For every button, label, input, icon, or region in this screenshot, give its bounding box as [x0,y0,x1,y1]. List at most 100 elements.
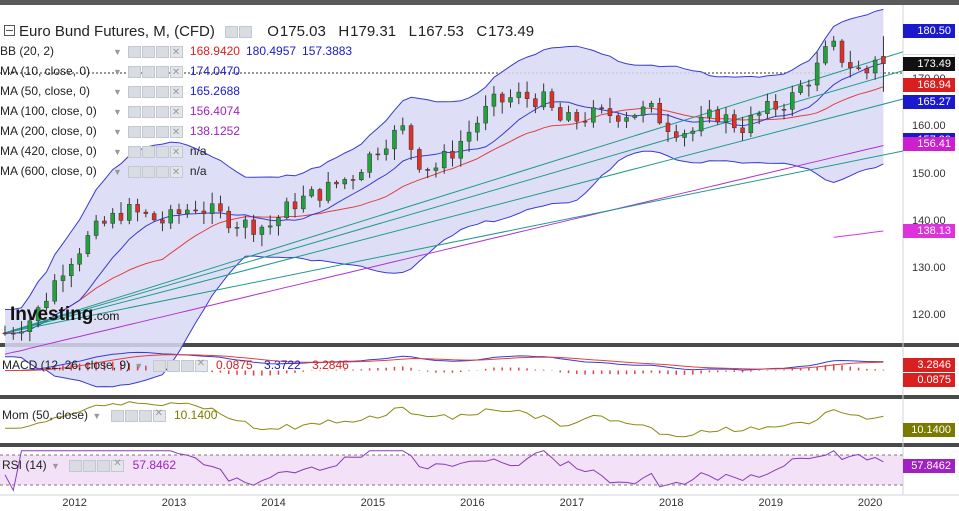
square-icon[interactable] [127,45,141,58]
square-icon[interactable] [127,125,141,138]
square-icon[interactable] [110,409,124,422]
close-value: 173.49 [488,23,535,40]
square-icon[interactable] [97,459,111,472]
candle-body [201,210,207,214]
rsi-value: 57.8462 [132,458,177,472]
settings-box-icon[interactable] [225,26,239,39]
candle-body [350,179,356,181]
gear-icon[interactable] [141,105,155,118]
close-icon[interactable] [152,408,166,422]
gear-icon[interactable] [141,85,155,98]
gear-icon[interactable] [141,145,155,158]
indicator-name: MA (10, close, 0) [0,64,91,78]
rsi-legend: RSI (14) ▼ 57.8462 [2,458,176,472]
candle-body [499,93,505,103]
chevron-down-icon[interactable]: ▼ [113,67,122,77]
chevron-down-icon[interactable]: ▼ [113,167,122,177]
indicator-name: MA (200, close, 0) [0,124,97,138]
close-icon[interactable] [169,164,183,182]
square-icon[interactable] [155,45,169,58]
candle-body [773,101,778,110]
gear-icon[interactable] [83,459,97,472]
candle-body [85,235,91,254]
chevron-down-icon[interactable]: ▼ [113,47,122,57]
close-icon[interactable] [169,124,183,142]
close-icon[interactable] [169,64,183,82]
gear-icon[interactable] [124,409,138,422]
candle-body [110,212,115,224]
candle-body [151,213,157,221]
candle-body [135,204,140,213]
indicator-row[interactable]: MA (10, close, 0) ▼ 174.0470 [0,62,240,82]
time-tick-label: 2016 [460,497,485,509]
close-icon[interactable] [111,458,125,472]
candle-body [732,114,737,129]
candle-body [856,67,861,69]
candle-body [491,93,497,107]
chevron-down-icon[interactable]: ▼ [113,87,122,97]
square-icon[interactable] [127,65,141,78]
indicator-row[interactable]: MA (200, close, 0) ▼ 138.1252 [0,122,240,142]
indicator-row[interactable]: MA (600, close, 0) ▼ n/a [0,162,207,182]
logo-main: Investing [10,304,94,325]
candle-body [458,140,464,159]
square-icon[interactable] [155,145,169,158]
indicator-row[interactable]: BB (20, 2) ▼ 168.9420 180.4957 157.3883 [0,42,352,62]
gear-icon[interactable] [141,125,155,138]
chevron-down-icon[interactable]: ▼ [113,127,122,137]
chevron-down-icon[interactable]: ▼ [134,361,144,371]
candle-body [864,68,870,74]
square-icon[interactable] [127,85,141,98]
square-icon[interactable] [152,359,166,372]
square-icon[interactable] [155,165,169,178]
square-icon[interactable] [127,145,141,158]
indicator-row[interactable]: MA (50, close, 0) ▼ 165.2688 [0,82,240,102]
gear-icon[interactable] [141,45,155,58]
square-icon[interactable] [155,125,169,138]
indicator-row[interactable]: MA (420, close, 0) ▼ n/a [0,142,207,162]
gear-icon[interactable] [141,165,155,178]
chevron-down-icon[interactable]: ▼ [113,107,122,117]
gear-icon[interactable] [239,26,253,39]
candle-body [317,189,323,201]
candle-body [127,204,132,221]
sub-indicators-layer [4,351,885,492]
candle-body [806,84,812,87]
gear-icon[interactable] [166,359,180,372]
gear-icon[interactable] [141,65,155,78]
panel-separator[interactable] [0,343,959,347]
panel-separator[interactable] [0,443,959,447]
price-tag: 168.94 [903,78,955,93]
candle-body [582,120,588,123]
close-icon[interactable] [169,104,183,122]
candle-body [624,117,629,122]
square-icon[interactable] [138,409,152,422]
square-icon[interactable] [155,105,169,118]
close-icon[interactable] [194,358,208,372]
candle-body [533,98,538,108]
candle-body [425,169,430,171]
close-icon[interactable] [169,44,183,62]
close-icon[interactable] [169,84,183,102]
price-tag: 180.50 [903,23,955,38]
square-icon[interactable] [155,65,169,78]
candle-body [823,46,828,64]
chevron-down-icon[interactable]: ▼ [51,461,60,471]
square-icon[interactable] [127,105,141,118]
panel-separator[interactable] [0,395,959,399]
square-icon[interactable] [127,165,141,178]
square-icon[interactable] [69,459,83,472]
candle-body [615,115,621,122]
collapse-icon[interactable] [4,25,15,36]
indicator-value: 165.2688 [189,84,240,98]
candle-body [52,280,57,302]
chevron-down-icon[interactable]: ▼ [113,147,122,157]
square-icon[interactable] [155,85,169,98]
indicator-row[interactable]: MA (100, close, 0) ▼ 156.4074 [0,102,240,122]
close-icon[interactable] [169,144,183,162]
candle-body [234,227,240,229]
chevron-down-icon[interactable]: ▼ [92,411,102,421]
square-icon[interactable] [180,359,194,372]
candle-body [698,116,704,132]
